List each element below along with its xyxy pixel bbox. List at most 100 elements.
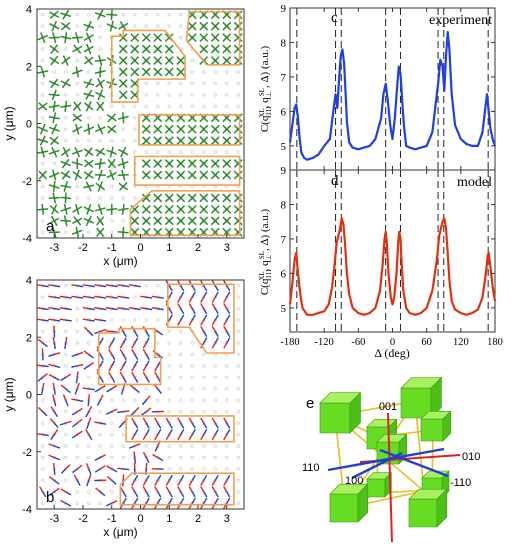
- lattice-point: [179, 24, 183, 28]
- orientation-glyph-blue: [134, 331, 139, 338]
- orientation-glyph: [187, 136, 197, 146]
- lattice-point: [110, 490, 114, 494]
- lattice-point: [156, 196, 160, 200]
- orientation-glyph-red: [82, 284, 89, 287]
- orientation-glyph: [130, 44, 140, 54]
- lattice-point: [75, 139, 79, 143]
- lattice-point: [75, 341, 79, 345]
- orientation-glyph-red: [52, 336, 55, 344]
- lattice-point: [75, 184, 79, 189]
- lattice-point: [213, 196, 217, 200]
- lattice-point: [179, 329, 183, 334]
- lattice-point: [87, 364, 91, 368]
- orientation-glyph-blue: [86, 422, 90, 430]
- orientation-glyph-blue: [88, 331, 94, 337]
- lattice-point: [110, 184, 114, 189]
- lattice-point: [167, 444, 171, 448]
- orientation-glyph: [187, 159, 197, 168]
- orientation-glyph: [38, 102, 48, 111]
- orientation-glyph-red: [142, 365, 147, 372]
- orientation-glyph-blue: [134, 354, 139, 360]
- lattice-point: [87, 490, 91, 494]
- orientation-glyph-blue: [42, 285, 49, 288]
- lattice-point: [213, 387, 217, 391]
- lattice-point: [144, 13, 148, 17]
- orientation-glyph-red: [77, 363, 84, 367]
- orientation-glyph-red: [131, 417, 136, 424]
- lattice-point: [133, 196, 137, 200]
- orientation-glyph-red: [88, 361, 95, 367]
- x-tick-label: 2: [195, 513, 201, 525]
- lattice-point: [41, 478, 45, 483]
- orientation-glyph: [164, 44, 174, 54]
- panel-d-axes: 5 6 7 8 9 -180 -120 -60 0 60 120 180: [280, 165, 503, 348]
- lattice-point: [64, 352, 68, 357]
- orientation-glyph-blue: [180, 308, 185, 315]
- x-tick-label: -60: [351, 337, 365, 348]
- orientation-glyph-blue: [157, 422, 162, 429]
- orientation-glyph-red: [36, 318, 43, 321]
- orientation-glyph-blue: [214, 422, 219, 429]
- orientation-glyph: [83, 206, 95, 213]
- lattice-point: [133, 230, 137, 234]
- orientation-glyph-blue: [134, 388, 140, 394]
- orientation-glyph: [199, 21, 209, 31]
- orientation-glyph-red: [223, 296, 228, 303]
- panel-d-label: model: [457, 175, 492, 190]
- lattice-point: [133, 139, 137, 143]
- orientation-glyph-blue: [59, 422, 66, 426]
- lattice-point: [202, 150, 206, 154]
- lattice-point: [98, 410, 102, 414]
- orientation-glyph-blue: [214, 331, 219, 338]
- orientation-glyph-red: [59, 295, 66, 298]
- lattice-point: [110, 318, 114, 322]
- orientation-glyph-red: [131, 348, 136, 355]
- orientation-glyph-red: [60, 499, 67, 504]
- lattice-point: [87, 432, 91, 437]
- panel-a-region-outlines: [110, 11, 241, 236]
- orientation-glyph: [210, 33, 220, 43]
- orientation-glyph-blue: [134, 307, 141, 311]
- orientation-glyph-red: [111, 385, 118, 390]
- orientation-glyph: [141, 193, 151, 203]
- orientation-glyph-red: [49, 476, 55, 481]
- orientation-glyph-red: [131, 480, 136, 486]
- orientation-glyph-blue: [54, 285, 61, 288]
- lattice-point: [121, 196, 125, 200]
- orientation-glyph: [72, 113, 82, 122]
- orientation-glyph-red: [105, 330, 112, 333]
- lattice-point: [225, 150, 229, 154]
- lattice-point: [225, 13, 229, 17]
- x-tick-label: -120: [315, 337, 334, 348]
- region-outline-3: [138, 114, 241, 146]
- lattice-point: [121, 398, 125, 402]
- lattice-point: [167, 455, 171, 460]
- lattice-point: [225, 81, 229, 86]
- y-tick-label: -4: [22, 233, 32, 245]
- orientation-glyph-red: [42, 373, 48, 378]
- orientation-glyph-red: [131, 486, 136, 493]
- orientation-glyph-red: [200, 319, 205, 326]
- lattice-point: [64, 387, 68, 391]
- orientation-glyph-blue: [77, 399, 84, 403]
- lattice-point: [52, 478, 56, 483]
- orientation-glyph: [60, 22, 71, 31]
- orientation-glyph: [187, 170, 197, 180]
- lattice-point: [144, 116, 148, 120]
- lattice-point: [190, 13, 194, 17]
- lattice-point: [98, 230, 102, 234]
- orientation-glyph-blue: [54, 445, 61, 449]
- orientation-glyph-red: [71, 295, 78, 298]
- lattice-point: [41, 295, 45, 299]
- lattice-point: [64, 139, 68, 143]
- orientation-glyph-blue: [122, 331, 127, 338]
- lattice-point: [110, 196, 114, 200]
- region-outline-5: [129, 189, 241, 236]
- x-tick-label: 180: [487, 337, 503, 348]
- lattice-point: [75, 410, 79, 414]
- orientation-glyph-blue: [157, 353, 163, 359]
- lattice-point: [156, 207, 160, 212]
- orientation-glyph-red: [188, 303, 193, 309]
- lattice-point: [179, 444, 183, 448]
